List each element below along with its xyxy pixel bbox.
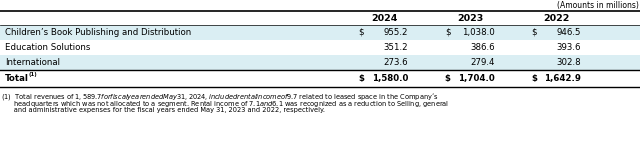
Text: (Amounts in millions): (Amounts in millions) — [557, 1, 639, 10]
Text: $: $ — [445, 28, 451, 37]
Text: $: $ — [531, 28, 537, 37]
Text: 393.6: 393.6 — [557, 43, 581, 52]
Text: 946.5: 946.5 — [557, 28, 581, 37]
Text: 351.2: 351.2 — [384, 43, 408, 52]
Text: 955.2: 955.2 — [384, 28, 408, 37]
Text: 302.8: 302.8 — [557, 58, 581, 67]
Text: 2023: 2023 — [457, 13, 484, 22]
Text: 1,038.0: 1,038.0 — [462, 28, 495, 37]
Text: 386.6: 386.6 — [470, 43, 495, 52]
Text: 2024: 2024 — [371, 13, 397, 22]
Text: (1): (1) — [28, 72, 37, 77]
Text: 1,580.0: 1,580.0 — [372, 74, 408, 83]
Text: $: $ — [445, 74, 451, 83]
Text: Children’s Book Publishing and Distribution: Children’s Book Publishing and Distribut… — [5, 28, 191, 37]
Bar — [0, 55, 640, 70]
Text: 273.6: 273.6 — [384, 58, 408, 67]
Text: 1,642.9: 1,642.9 — [544, 74, 581, 83]
Text: $: $ — [358, 28, 364, 37]
Bar — [0, 25, 640, 40]
Text: $: $ — [358, 74, 364, 83]
Text: $: $ — [531, 74, 537, 83]
Text: headquarters which was not allocated to a segment. Rental income of $7.1 and $6.: headquarters which was not allocated to … — [1, 99, 449, 109]
Text: Education Solutions: Education Solutions — [5, 43, 90, 52]
Text: (1)  Total revenues of $1,589.7 for fiscal year ended May 31, 2024, included ren: (1) Total revenues of $1,589.7 for fisca… — [1, 91, 439, 102]
Text: 279.4: 279.4 — [470, 58, 495, 67]
Text: 1,704.0: 1,704.0 — [458, 74, 495, 83]
Text: Total: Total — [5, 74, 29, 83]
Text: and administrative expenses for the fiscal years ended May 31, 2023 and 2022, re: and administrative expenses for the fisc… — [1, 107, 325, 113]
Text: International: International — [5, 58, 60, 67]
Text: 2022: 2022 — [543, 13, 570, 22]
